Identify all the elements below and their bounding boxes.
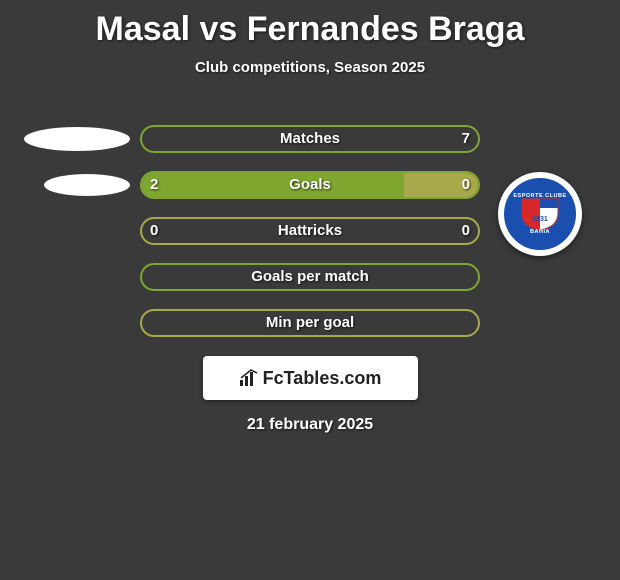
- chart-bars-icon: [239, 369, 261, 387]
- stat-row: 2Goals0ESPORTE CLUBE1931BAHIA: [0, 162, 620, 208]
- stat-label: Goals: [142, 173, 478, 197]
- left-side: [20, 208, 140, 254]
- stat-bar-track: Matches7: [140, 125, 480, 153]
- left-side: [20, 254, 140, 300]
- stat-rows: Matches72Goals0ESPORTE CLUBE1931BAHIA0Ha…: [0, 116, 620, 346]
- page-subtitle: Club competitions, Season 2025: [0, 59, 620, 76]
- left-side: [20, 116, 140, 162]
- source-logo-label: FcTables.com: [263, 368, 382, 389]
- stat-label: Matches: [142, 127, 478, 151]
- stat-label: Hattricks: [142, 219, 478, 243]
- stat-label: Goals per match: [142, 265, 478, 289]
- stat-bar-track: Goals per match: [140, 263, 480, 291]
- page-title: Masal vs Fernandes Braga: [0, 0, 620, 49]
- right-side: ESPORTE CLUBE1931BAHIA: [480, 162, 600, 208]
- right-side: [480, 300, 600, 346]
- source-logo: FcTables.com: [203, 356, 418, 400]
- stat-bar-track: Min per goal: [140, 309, 480, 337]
- player-silhouette-blob: [44, 174, 130, 196]
- stat-row: 0Hattricks0: [0, 208, 620, 254]
- stat-row: Goals per match: [0, 254, 620, 300]
- comparison-infographic: Masal vs Fernandes Braga Club competitio…: [0, 0, 620, 580]
- right-side: [480, 116, 600, 162]
- stat-value-right: 7: [462, 127, 470, 151]
- stat-row: Matches7: [0, 116, 620, 162]
- source-logo-text: FcTables.com: [239, 368, 382, 389]
- left-side: [20, 300, 140, 346]
- player-silhouette-blob: [24, 127, 130, 151]
- footer-date: 21 february 2025: [0, 416, 620, 434]
- right-side: [480, 208, 600, 254]
- stat-label: Min per goal: [142, 311, 478, 335]
- right-side: [480, 254, 600, 300]
- stat-row: Min per goal: [0, 300, 620, 346]
- left-side: [20, 162, 140, 208]
- stat-value-right: 0: [462, 219, 470, 243]
- stat-value-right: 0: [462, 173, 470, 197]
- stat-bar-track: 2Goals0: [140, 171, 480, 199]
- stat-bar-track: 0Hattricks0: [140, 217, 480, 245]
